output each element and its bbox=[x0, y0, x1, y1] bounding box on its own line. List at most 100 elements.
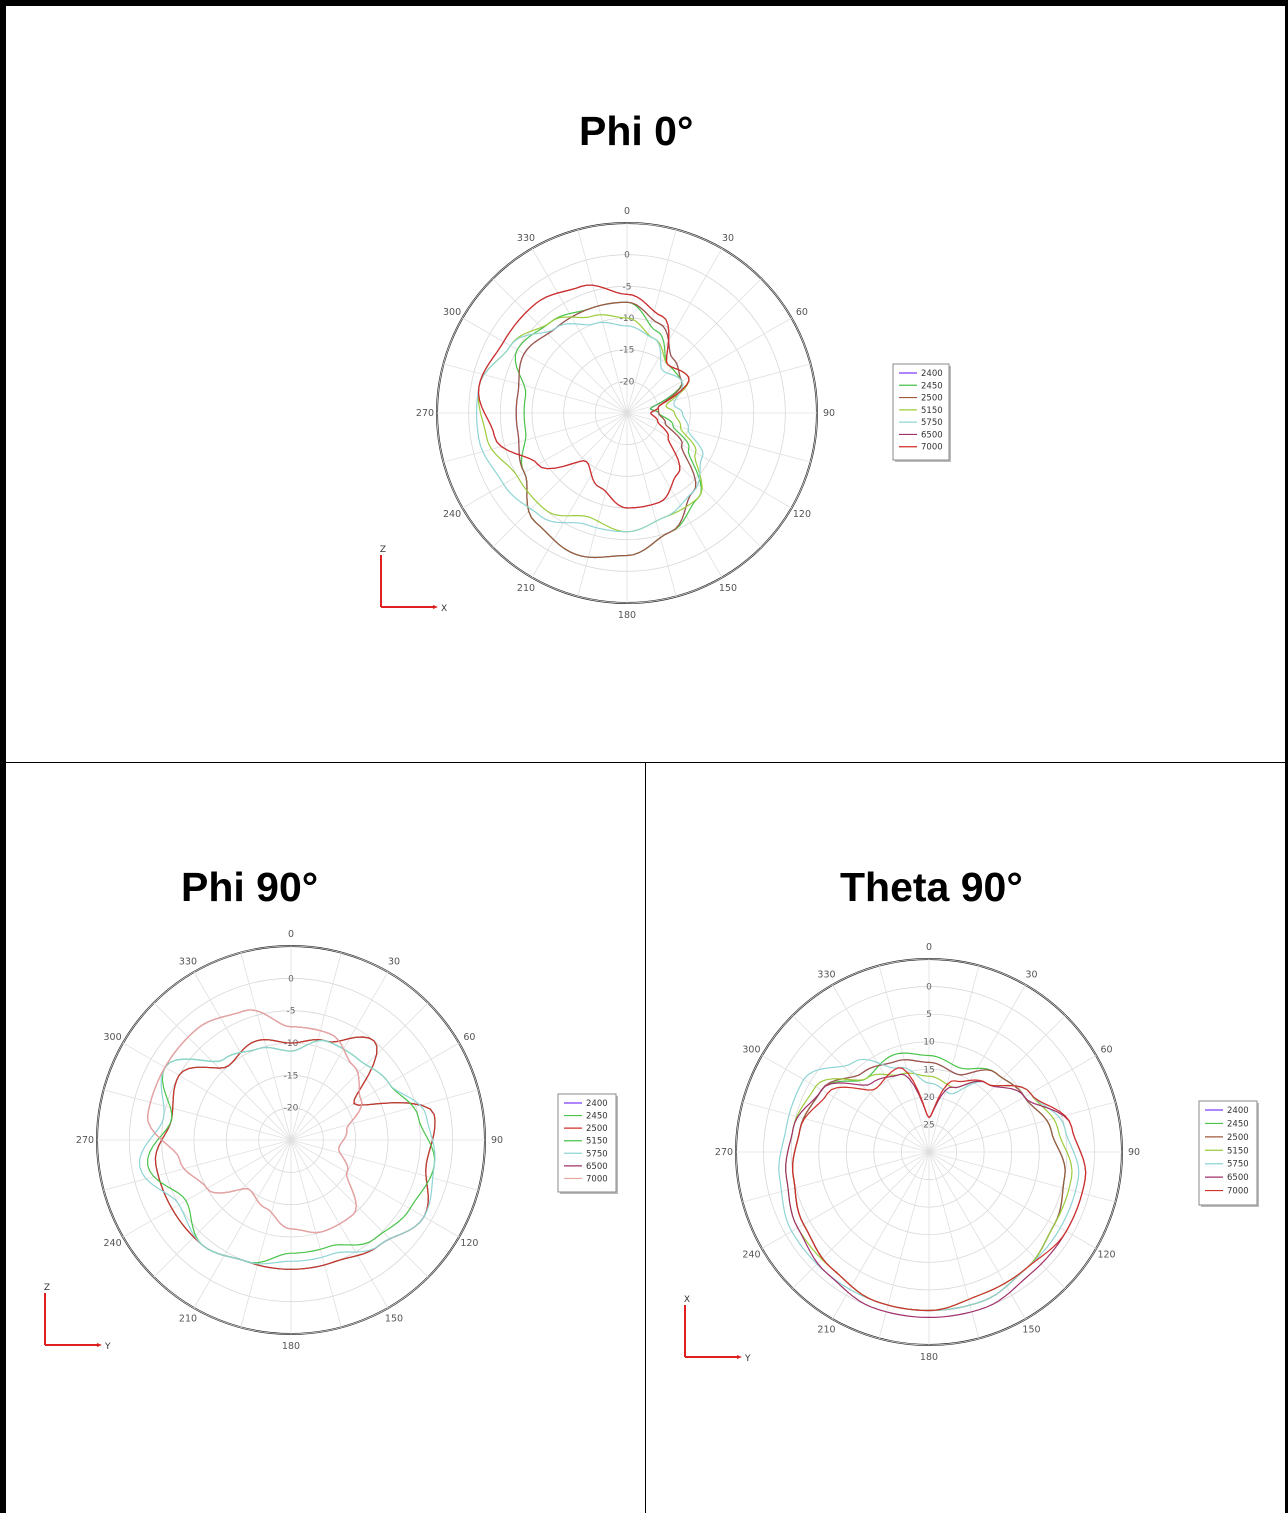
angle-tick-label: 180 bbox=[618, 610, 636, 621]
series-line-2500 bbox=[154, 1036, 436, 1270]
grid-spoke bbox=[290, 1139, 429, 1278]
angle-tick-label: 150 bbox=[385, 1313, 403, 1324]
radial-tick-label: -10 bbox=[620, 314, 635, 324]
axis-arrow-icon bbox=[97, 1343, 102, 1347]
angle-tick-label: 150 bbox=[1022, 1325, 1040, 1336]
polar-chart-1: 0 30 60 90 120 150 180 210 240 270 300 330 0 -5 -10 -15… bbox=[44, 929, 618, 1352]
series-line-6500 bbox=[477, 284, 690, 509]
grid-spoke bbox=[531, 248, 628, 414]
grid-spoke bbox=[626, 248, 723, 414]
angle-tick-label: 90 bbox=[823, 408, 835, 419]
radial-tick-label: 10 bbox=[923, 1038, 935, 1048]
radial-tick-label: 0 bbox=[926, 983, 932, 993]
axis-label-horizontal: Y bbox=[104, 1342, 111, 1352]
grid-spoke bbox=[742, 1101, 930, 1153]
grid-spoke bbox=[878, 1151, 930, 1339]
legend-entry: 6500 bbox=[921, 430, 943, 440]
angle-tick-label: 270 bbox=[76, 1135, 94, 1146]
legend-entry: 7000 bbox=[586, 1174, 608, 1184]
angle-tick-label: 270 bbox=[715, 1147, 733, 1158]
angle-tick-label: 0 bbox=[624, 206, 630, 217]
legend-entry: 2400 bbox=[921, 369, 943, 379]
grid-spoke bbox=[290, 1139, 460, 1238]
angle-tick-label: 240 bbox=[742, 1250, 760, 1261]
grid-spoke bbox=[928, 1015, 1066, 1153]
grid-spoke bbox=[492, 412, 628, 548]
grid-spoke bbox=[290, 1002, 429, 1141]
series-line-7000 bbox=[147, 1009, 363, 1234]
angle-tick-label: 300 bbox=[443, 307, 461, 318]
grid-spoke bbox=[492, 278, 628, 414]
grid-spoke bbox=[626, 412, 723, 578]
grid-spoke bbox=[290, 1042, 460, 1141]
radial-tick-label: -5 bbox=[623, 282, 632, 292]
series-line-6500 bbox=[147, 1009, 363, 1234]
series-line-2450 bbox=[514, 301, 702, 559]
series-line-7000 bbox=[477, 284, 690, 509]
grid-spoke bbox=[928, 1151, 1026, 1320]
grid-spoke bbox=[443, 363, 628, 414]
legend-box bbox=[557, 1093, 617, 1193]
angle-tick-label: 330 bbox=[179, 957, 197, 968]
radial-tick-label: -15 bbox=[284, 1071, 299, 1081]
title-phi-90: Phi 90° bbox=[181, 864, 319, 910]
grid-spoke bbox=[878, 965, 930, 1153]
radial-tick-label: 15 bbox=[923, 1065, 934, 1075]
angle-tick-label: 30 bbox=[388, 957, 400, 968]
angle-tick-label: 300 bbox=[742, 1045, 760, 1056]
grid-spoke bbox=[153, 1139, 292, 1278]
grid-spoke bbox=[792, 1151, 930, 1289]
angle-tick-label: 180 bbox=[920, 1352, 938, 1363]
axis-arrow-icon bbox=[737, 1355, 742, 1359]
series-line-6500 bbox=[785, 1073, 1087, 1319]
radial-tick-label: -20 bbox=[620, 377, 635, 387]
title-phi-0: Phi 0° bbox=[579, 108, 694, 154]
grid-spoke bbox=[531, 412, 628, 578]
grid-spoke bbox=[928, 1151, 1097, 1249]
axis-arrow-icon bbox=[433, 605, 438, 609]
legend-entry: 5150 bbox=[586, 1137, 608, 1147]
grid-spoke bbox=[832, 1151, 930, 1320]
axis-label-vertical: X bbox=[684, 1295, 690, 1305]
angle-tick-label: 120 bbox=[460, 1238, 478, 1249]
legend-entry: 2500 bbox=[921, 394, 943, 404]
divider-vertical bbox=[645, 762, 646, 1513]
angle-tick-label: 150 bbox=[719, 583, 737, 594]
grid-spoke bbox=[462, 412, 628, 509]
grid-spoke bbox=[928, 1151, 1116, 1203]
angle-tick-label: 180 bbox=[282, 1341, 300, 1352]
legend-entry: 2500 bbox=[1227, 1133, 1249, 1143]
legend-entry: 2450 bbox=[1227, 1119, 1249, 1129]
legend-entry: 2450 bbox=[921, 381, 943, 391]
grid-spoke bbox=[577, 229, 628, 414]
legend-entry: 7000 bbox=[921, 443, 943, 453]
grid-spoke bbox=[122, 1042, 292, 1141]
legend-entry: 5150 bbox=[1227, 1146, 1249, 1156]
legend-entry: 2400 bbox=[586, 1099, 608, 1109]
legend-entry: 2450 bbox=[586, 1112, 608, 1122]
legend-entry: 5750 bbox=[921, 418, 943, 428]
radial-tick-label: -15 bbox=[620, 346, 635, 356]
grid-spoke bbox=[832, 984, 930, 1153]
angle-tick-label: 90 bbox=[491, 1135, 503, 1146]
grid-spoke bbox=[626, 412, 792, 509]
radial-tick-label: 25 bbox=[923, 1120, 934, 1130]
series-line-7000 bbox=[791, 1067, 1087, 1312]
legend-entry: 5750 bbox=[586, 1149, 608, 1159]
grid-spoke bbox=[761, 1055, 930, 1153]
series-line-5750 bbox=[475, 321, 704, 533]
grid-spoke bbox=[193, 1139, 292, 1309]
legend-entry: 2500 bbox=[586, 1124, 608, 1134]
axis-label-horizontal: X bbox=[441, 604, 447, 614]
angle-tick-label: 60 bbox=[1100, 1045, 1112, 1056]
grid-spoke bbox=[290, 971, 389, 1141]
radial-tick-label: 0 bbox=[288, 974, 294, 984]
angle-tick-label: 30 bbox=[1025, 969, 1037, 980]
grid-spoke bbox=[928, 965, 980, 1153]
radial-tick-label: 5 bbox=[926, 1010, 932, 1020]
axis-label-horizontal: Y bbox=[744, 1354, 751, 1364]
grid-spoke bbox=[626, 317, 792, 414]
grid-spoke bbox=[626, 278, 762, 414]
angle-tick-label: 240 bbox=[443, 509, 461, 520]
